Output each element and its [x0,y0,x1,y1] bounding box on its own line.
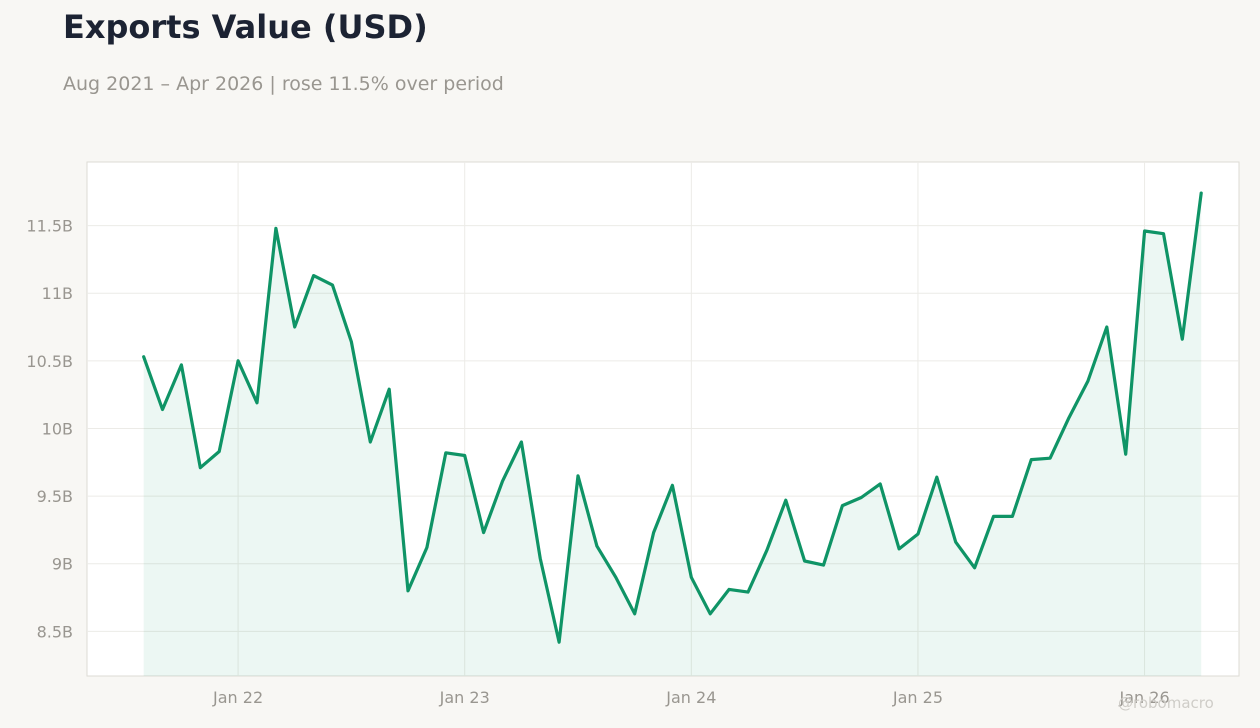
x-tick-label: Jan 26 [1119,688,1170,707]
chart-title: Exports Value (USD) [63,8,428,46]
x-axis: Jan 22 Jan 23 Jan 24 Jan 25 Jan 26 [212,688,1170,707]
y-tick-label: 10B [42,419,73,438]
y-tick-label: 10.5B [26,352,73,371]
y-tick-label: 9B [52,555,73,574]
watermark: @robomacro [1118,694,1214,712]
x-tick-label: Jan 22 [212,688,263,707]
y-tick-label: 11B [42,284,73,303]
x-tick-label: Jan 25 [892,688,943,707]
grid-lines [87,162,1239,676]
x-tick-label: Jan 23 [439,688,490,707]
y-tick-label: 8.5B [37,622,73,641]
y-axis: 8.5B 9B 9.5B 10B 10.5B 11B 11.5B [26,217,73,642]
y-tick-label: 9.5B [37,487,73,506]
series-area-fill [143,193,1202,676]
series-line [142,191,1203,644]
chart-subtitle: Aug 2021 – Apr 2026 | rose 11.5% over pe… [63,73,504,95]
y-tick-label: 11.5B [26,217,73,236]
x-tick-label: Jan 24 [665,688,716,707]
